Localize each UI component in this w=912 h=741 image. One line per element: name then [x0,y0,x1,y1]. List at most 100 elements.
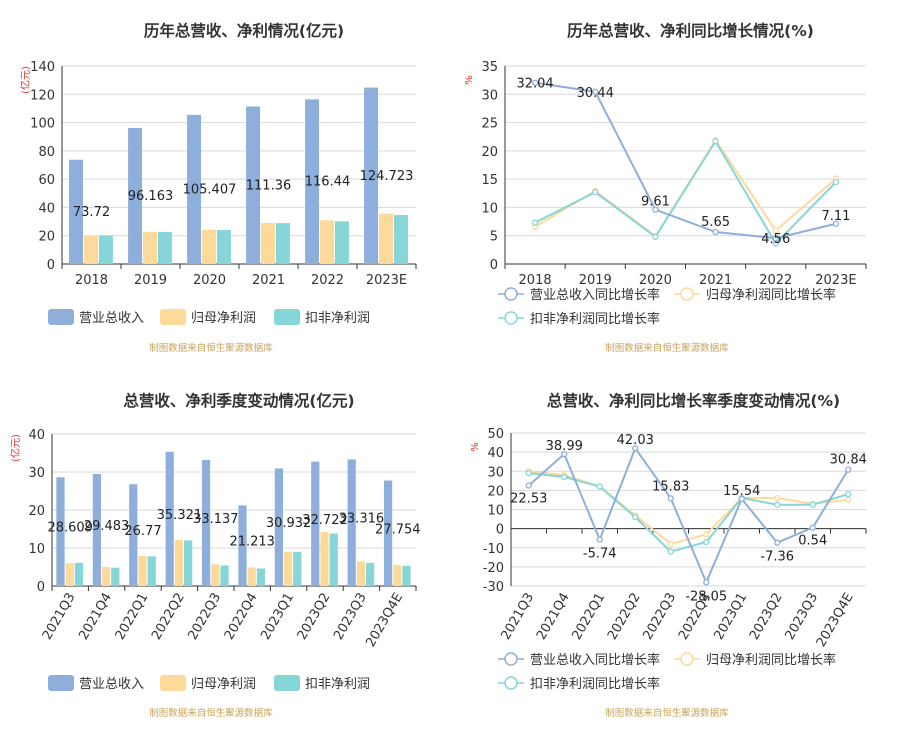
y-tick-label: 0 [37,580,45,595]
series-point [632,513,639,521]
series-point [561,473,568,481]
legend-marker [504,652,518,666]
legend-marker [680,652,694,666]
bar-deducted-profit [111,567,120,586]
bar-net-profit [247,567,256,586]
bar-revenue [364,87,379,264]
y-tick-label: 30 [28,466,45,481]
x-tick-label: 2021 [699,273,732,288]
x-tick-label: 2023Q3 [782,591,821,643]
bar-deducted-profit [216,230,231,264]
data-label: 33.137 [193,512,239,527]
legend-swatch [274,675,300,691]
y-tick-label: 5 [490,230,498,245]
data-label: 105.407 [183,182,237,197]
series-point [703,531,710,538]
series-line [534,139,837,246]
x-tick-label: 2022Q4 [222,591,261,643]
data-label: 9.61 [641,195,670,210]
y-tick-label: 0 [47,258,55,273]
y-tick-label: 120 [30,88,55,103]
source-note: 制图数据来自恒生聚源数据库 [149,342,273,354]
data-label: 124.723 [360,169,414,184]
y-tick-label: 100 [30,117,55,132]
y-tick-label: 40 [487,446,504,461]
bar-revenue [383,480,393,586]
bar-deducted-profit [402,565,411,586]
legend-swatch [48,675,74,691]
x-tick-label: 2023E [366,273,407,288]
bar-net-profit [356,561,366,586]
bar-net-profit [320,220,334,264]
y-tick-label: 10 [487,504,504,519]
series-point [774,539,781,546]
bar-deducted-profit [293,551,302,586]
data-label: 0.54 [798,534,827,549]
y-tick-label: 10 [481,201,498,216]
data-label: -28.05 [685,589,727,604]
data-label: 27.754 [375,522,421,537]
series-point [632,445,639,452]
series-point [596,483,603,490]
x-tick-label: 2022Q2 [149,591,188,643]
y-axis-unit: (亿元) [9,434,22,462]
chart-title: 历年总营收、净利情况(亿元) [144,21,344,40]
series-point [596,536,603,543]
x-tick-label: 2022 [759,273,792,288]
bar-net-profit [211,564,220,586]
series-point [531,79,539,86]
legend-label: 归母净利润 [191,677,256,692]
series-point [738,495,745,503]
bar-net-profit [143,231,157,264]
x-tick-label: 2022Q1 [113,591,152,643]
bar-net-profit [202,229,216,264]
series-line [534,81,837,240]
bar-net-profit [320,532,329,586]
source-note: 制图数据来自恒生聚源数据库 [149,707,273,719]
bar-deducted-profit [393,215,408,264]
legend-label: 扣非净利润同比增长率 [530,676,660,692]
legend-swatch [48,309,74,325]
data-label: 5.65 [701,215,730,230]
data-label: 15.83 [652,479,689,494]
bar-deducted-profit [256,568,266,586]
x-tick-label: 2022 [311,273,344,288]
legend-marker [504,311,518,325]
bar-deducted-profit [329,533,338,586]
series-point [774,501,781,508]
bar-revenue [69,159,84,264]
x-tick-label: 2022Q2 [605,591,644,643]
bar-revenue [92,473,101,586]
y-tick-label: 20 [481,145,498,160]
series-point [652,206,659,213]
data-label: 15.54 [723,484,760,499]
source-note: 制图数据来自恒生聚源数据库 [605,707,729,719]
bar-deducted-profit [157,232,172,264]
data-label: 33.316 [339,512,385,527]
bar-net-profit [283,551,293,586]
y-tick-label: 20 [487,484,504,499]
bar-net-profit [65,563,74,586]
series-point [667,495,674,502]
bar-revenue [128,127,143,264]
series-point [845,491,852,498]
y-tick-label: 80 [38,145,55,160]
x-tick-label: 2023E [815,273,856,288]
y-tick-label: 35 [481,60,498,75]
y-tick-label: 60 [38,173,55,188]
bar-revenue [347,459,356,586]
data-label: 73.72 [73,205,110,220]
source-note: 制图数据来自恒生聚源数据库 [605,342,729,354]
legend-marker [680,287,694,301]
legend-label: 归母净利润同比增长率 [706,652,836,668]
series-point [772,227,779,234]
bar-revenue [274,468,283,586]
data-label: 111.36 [246,178,292,193]
series-line [528,446,850,585]
legend-label: 营业总收入同比增长率 [530,287,660,303]
legend-swatch [160,309,186,325]
data-label: 38.99 [546,439,583,454]
chart-title: 总营收、净利同比增长率季度变动情况(%) [547,391,840,410]
x-tick-label: 2020 [639,273,672,288]
x-tick-label: 2019 [579,273,612,288]
